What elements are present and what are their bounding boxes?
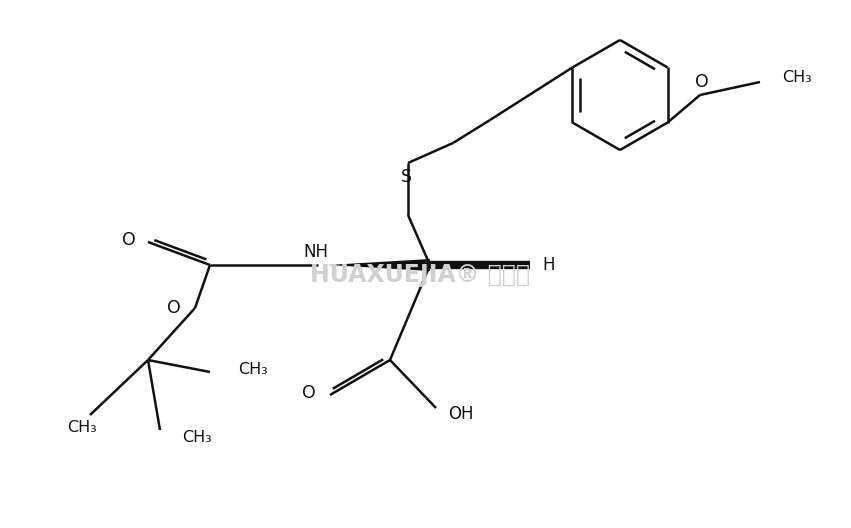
- Text: S: S: [401, 168, 412, 186]
- Text: CH₃: CH₃: [238, 363, 268, 378]
- Text: O: O: [123, 231, 136, 249]
- Text: CH₃: CH₃: [782, 71, 812, 86]
- Text: H: H: [542, 256, 555, 274]
- Text: CH₃: CH₃: [67, 420, 97, 435]
- Text: NH: NH: [304, 243, 328, 261]
- Text: OH: OH: [448, 405, 473, 423]
- Text: O: O: [168, 299, 181, 317]
- Text: O: O: [695, 73, 709, 91]
- Polygon shape: [328, 259, 430, 271]
- Text: HUAXUEJIA® 化学加: HUAXUEJIA® 化学加: [310, 263, 530, 287]
- Text: CH₃: CH₃: [182, 430, 212, 446]
- Text: O: O: [302, 384, 316, 402]
